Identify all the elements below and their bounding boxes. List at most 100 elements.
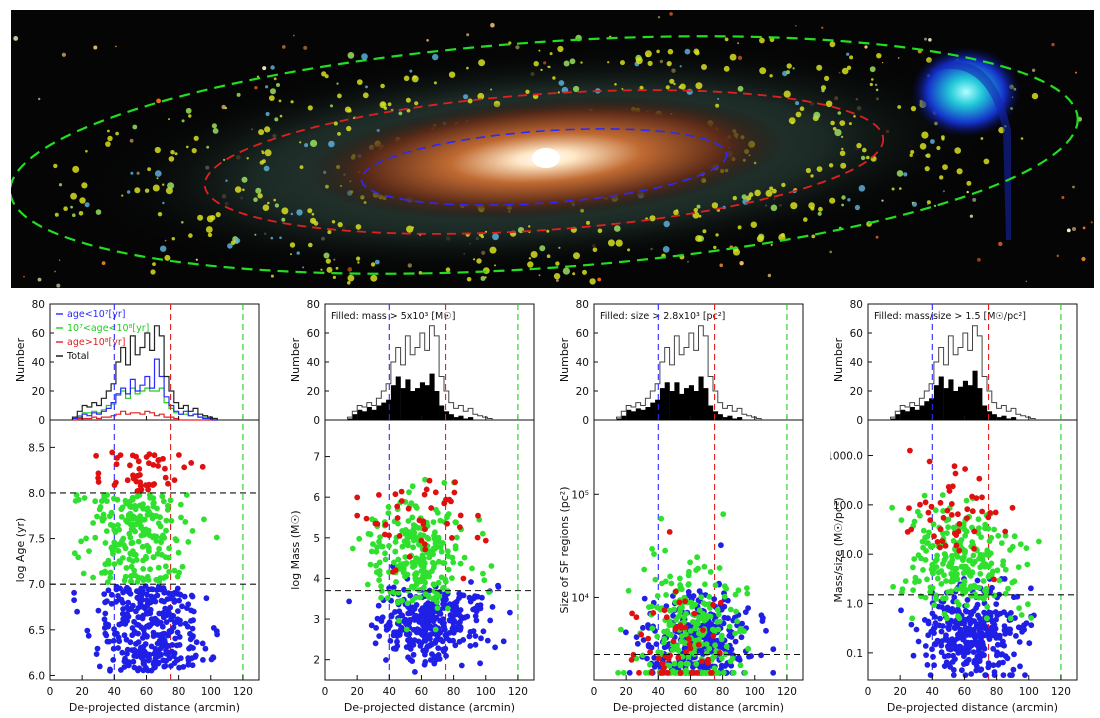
scatter-point (708, 669, 714, 676)
scatter-point (398, 488, 405, 495)
scatter-point (973, 495, 980, 501)
star-forming-region (476, 258, 482, 264)
scatter-point (107, 666, 113, 673)
star-forming-region (156, 177, 159, 180)
scatter-point (943, 578, 949, 584)
star-forming-region (540, 68, 543, 72)
scatter-point (481, 577, 488, 584)
scatter-point (955, 613, 961, 620)
star-forming-region (256, 75, 260, 78)
scatter-point (456, 620, 462, 627)
scatter-point (925, 632, 932, 639)
scatter-point (711, 596, 718, 602)
x-tick-label: 60 (684, 686, 697, 698)
star-forming-region (265, 111, 270, 117)
scatter-point (467, 643, 474, 649)
scatter-point (915, 638, 922, 645)
star-forming-region (325, 258, 331, 264)
scatter-point (745, 645, 752, 652)
scatter-point (659, 580, 665, 587)
scatter-point (108, 600, 115, 607)
scatter-point (162, 640, 169, 646)
star-forming-region (81, 182, 88, 189)
star (38, 97, 41, 101)
scatter-point (921, 492, 928, 499)
scatter-point (423, 569, 430, 576)
scatter-point (939, 538, 946, 545)
star-forming-region (795, 101, 800, 106)
scatter-point (427, 636, 433, 642)
star-forming-region (846, 52, 850, 56)
scatter-point (962, 672, 969, 678)
star-forming-region (188, 114, 192, 118)
scatter-point (178, 514, 184, 521)
scatter-point (177, 501, 184, 508)
scatter-point (213, 628, 220, 635)
star-forming-region (188, 233, 193, 238)
scatter-point (431, 616, 438, 622)
scatter-point (977, 620, 984, 626)
scatter-point (937, 526, 944, 532)
scatter-point (129, 452, 136, 459)
scatter-point (719, 641, 726, 648)
star-forming-region (261, 159, 266, 164)
scatter-point (102, 610, 109, 617)
star-forming-region (337, 132, 341, 136)
scatter-point (677, 608, 683, 615)
scatter-point (101, 616, 108, 623)
x-tick-label: 0 (591, 686, 598, 698)
star-forming-region (829, 41, 836, 48)
scatter-point (114, 455, 120, 461)
scatter-point (92, 534, 99, 541)
star-forming-region (527, 261, 534, 268)
scatter-point (165, 554, 172, 561)
scatter-point (742, 669, 748, 676)
scatter-point (925, 509, 932, 516)
histogram-y-tick-label: 40 (307, 357, 320, 369)
scatter-point (103, 528, 110, 534)
star (972, 197, 977, 202)
scatter-point (949, 565, 955, 571)
star-forming-region (466, 277, 472, 282)
scatter-point (985, 525, 992, 532)
star (739, 261, 744, 266)
star-forming-region (563, 60, 570, 67)
scatter-point (970, 552, 977, 559)
scatter-point (652, 576, 659, 583)
scatter-point (639, 652, 646, 659)
scatter-point (944, 530, 950, 536)
star-forming-region (331, 220, 336, 224)
scatter-point (456, 524, 463, 530)
scatter-point (702, 669, 709, 676)
star-forming-region (197, 214, 204, 221)
scatter-point (426, 477, 433, 484)
scatter-point (759, 618, 766, 624)
scatter-point (132, 630, 139, 636)
scatter-point (663, 614, 670, 621)
star (927, 203, 929, 206)
scatter-point (976, 632, 982, 638)
scatter-point (454, 534, 460, 541)
star-forming-region (224, 106, 228, 110)
histogram-filled-bar (655, 399, 661, 420)
star-forming-region (70, 192, 77, 200)
scatter-point (1011, 578, 1018, 585)
scatter-point (163, 517, 170, 524)
histogram-filled-bar (395, 376, 401, 420)
histogram-filled-bar (357, 409, 363, 420)
scatter-point (676, 599, 683, 606)
scatter-point (651, 551, 657, 557)
scatter-point (1002, 590, 1009, 597)
star (795, 25, 797, 27)
scatter-point (157, 645, 164, 652)
scatter-point (436, 593, 443, 600)
histogram-note: Filled: mass/size > 1.5 [M☉/pc²] (874, 311, 1026, 322)
scatter-point (696, 588, 703, 594)
star-forming-region (337, 222, 343, 228)
scatter-point (128, 578, 134, 585)
star-forming-region (308, 242, 313, 248)
star-forming-region (701, 64, 707, 70)
scatter-point (969, 508, 976, 515)
histogram-y-tick-label: 0 (856, 415, 863, 427)
